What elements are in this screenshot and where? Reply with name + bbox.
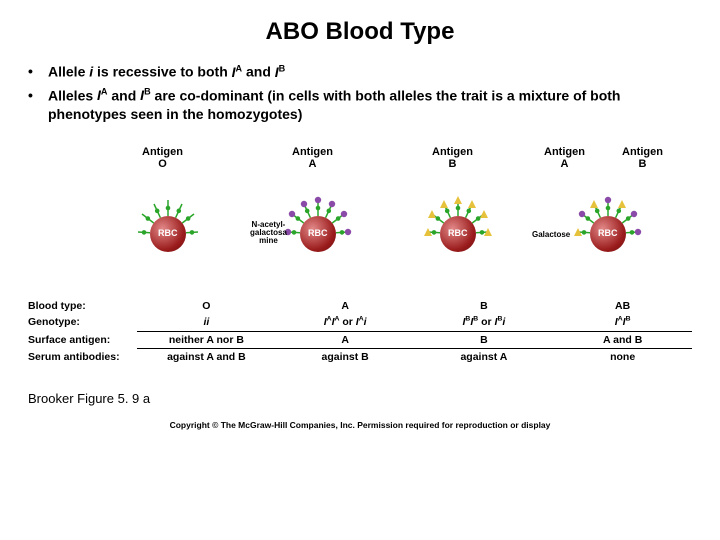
cell-a-type: A <box>276 298 415 314</box>
label-antigen-ab-b: AntigenB <box>622 146 663 170</box>
aux-galactose: Galactose <box>532 231 570 239</box>
cell-serum-a: against B <box>276 349 415 365</box>
bullet-marker: • <box>28 62 48 82</box>
cell-genotype-a: IAIA or IAi <box>276 314 415 331</box>
blood-type-table: Blood type: O A B AB Genotype: ii IAIA o… <box>28 298 692 365</box>
cell-b-type: B <box>415 298 554 314</box>
row-header: Blood type: <box>28 298 137 314</box>
cell-surface-o: neither A nor B <box>137 332 276 349</box>
figure-reference: Brooker Figure 5. 9 a <box>28 391 692 406</box>
cell-ab-type: AB <box>553 298 692 314</box>
table-row: Genotype: ii IAIA or IAi IBIB or IBi IAI… <box>28 314 692 331</box>
rbc-label-a: RBC <box>308 228 328 238</box>
bullet-list: • Allele i is recessive to both IA and I… <box>28 62 692 124</box>
table-row: Surface antigen: neither A nor B A B A a… <box>28 332 692 349</box>
cell-genotype-ab: IAIB <box>553 314 692 331</box>
bullet-1-text: Allele i is recessive to both IA and IB <box>48 62 692 82</box>
label-antigen-b: AntigenB <box>432 146 473 170</box>
antigen-diagram: AntigenO RBC AntigenA RBC N-acetyl-galac… <box>98 146 692 296</box>
rbc-label-b: RBC <box>448 228 468 238</box>
copyright: Copyright © The McGraw-Hill Companies, I… <box>28 420 692 430</box>
label-antigen-a: AntigenA <box>292 146 333 170</box>
bullet-marker: • <box>28 86 48 124</box>
table-row: Blood type: O A B AB <box>28 298 692 314</box>
bullet-2: • Alleles IA and IB are co-dominant (in … <box>28 86 692 124</box>
rbc-label-ab: RBC <box>598 228 618 238</box>
cell-o-type: O <box>137 298 276 314</box>
row-header: Genotype: <box>28 314 137 330</box>
bullet-2-text: Alleles IA and IB are co-dominant (in ce… <box>48 86 692 124</box>
cell-surface-b: B <box>415 332 554 349</box>
cell-surface-a: A <box>276 332 415 349</box>
label-antigen-ab-a: AntigenA <box>544 146 585 170</box>
cell-serum-b: against A <box>415 349 554 365</box>
label-antigen-o: AntigenO <box>142 146 183 170</box>
rbc-label-o: RBC <box>158 228 178 238</box>
aux-nacetyl: N-acetyl-galactosamine <box>250 221 287 245</box>
cell-serum-ab: none <box>553 349 692 365</box>
cell-genotype-o: ii <box>137 314 276 331</box>
cell-surface-ab: A and B <box>553 332 692 349</box>
cell-genotype-b: IBIB or IBi <box>415 314 554 331</box>
page-title: ABO Blood Type <box>28 18 692 46</box>
bullet-1: • Allele i is recessive to both IA and I… <box>28 62 692 82</box>
cell-serum-o: against A and B <box>137 349 276 365</box>
row-header: Serum antibodies: <box>28 349 137 365</box>
row-header: Surface antigen: <box>28 332 137 348</box>
table-row: Serum antibodies: against A and B agains… <box>28 349 692 365</box>
